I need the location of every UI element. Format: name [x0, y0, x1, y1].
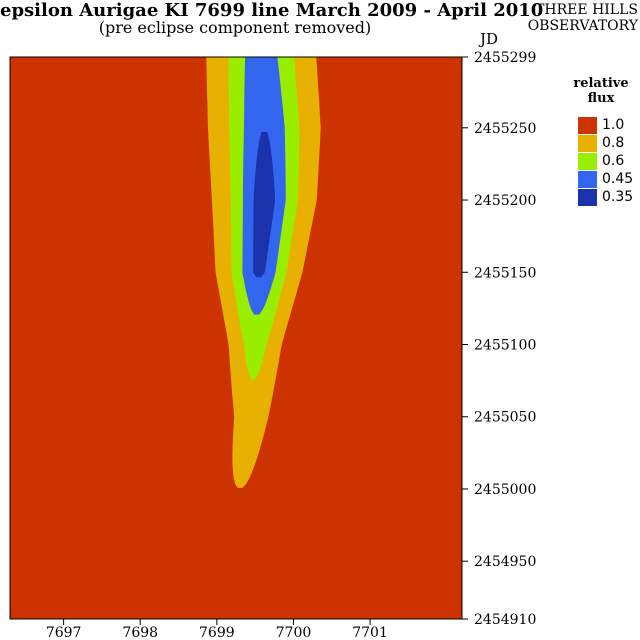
y-tick-label: 2455050	[474, 410, 536, 426]
legend-label: 0.35	[602, 189, 634, 205]
y-tick-label: 2455250	[474, 121, 536, 137]
chart-title: epsilon Aurigae KI 7699 line March 2009 …	[0, 0, 544, 21]
y-tick-label: 2454910	[474, 612, 536, 628]
flux-band-0.35	[253, 131, 275, 278]
x-tick-label: 7700	[276, 625, 312, 640]
observatory-line-2: OBSERVATORY	[527, 18, 638, 34]
colorbar-title: relative flux	[566, 76, 636, 106]
legend-swatch	[578, 188, 597, 206]
legend-swatch	[578, 134, 597, 152]
legend-label: 0.45	[602, 171, 634, 187]
legend-entry: 0.6	[578, 152, 633, 170]
y-tick-label: 2454950	[474, 554, 536, 570]
legend-label: 1.0	[602, 117, 625, 133]
x-tick-label: 7699	[199, 625, 235, 640]
legend-swatch	[578, 170, 597, 188]
observatory-label: THREE HILLS OBSERVATORY	[488, 2, 638, 34]
legend-swatch	[578, 116, 597, 134]
legend-swatch	[578, 152, 597, 170]
x-tick-label: 7698	[122, 625, 158, 640]
legend-label: 0.6	[602, 153, 625, 169]
legend-entry: 1.0	[578, 116, 633, 134]
colorbar-title-line-1: relative	[573, 76, 629, 91]
colorbar-legend: 1.0 0.8 0.6 0.45 0.35	[578, 116, 633, 206]
legend-label: 0.8	[602, 135, 625, 151]
y-tick-label: 2455150	[474, 265, 536, 281]
observatory-line-1: THREE HILLS	[535, 2, 638, 18]
plot-frame	[9, 56, 463, 620]
y-tick-label: 2455100	[474, 338, 536, 354]
y-tick-label: 2455000	[474, 482, 536, 498]
legend-entry: 0.8	[578, 134, 633, 152]
legend-entry: 0.45	[578, 170, 633, 188]
colorbar-title-line-2: flux	[587, 91, 615, 106]
chart-subtitle: (pre eclipse component removed)	[98, 18, 372, 37]
legend-entry: 0.35	[578, 188, 633, 206]
y-axis-label: JD	[480, 30, 499, 48]
x-tick-label: 7701	[352, 625, 388, 640]
y-tick-label: 2455299	[474, 50, 536, 66]
x-tick-label: 7697	[46, 625, 82, 640]
y-tick-label: 2455200	[474, 193, 536, 209]
